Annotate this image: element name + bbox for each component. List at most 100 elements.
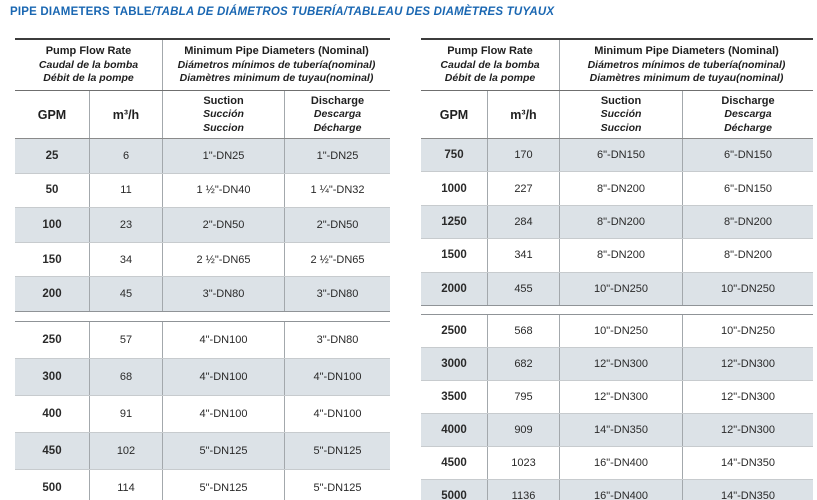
- gpm-value: 25: [15, 139, 90, 173]
- gpm-value: 2500: [421, 314, 488, 347]
- discharge-header-line: Décharge: [724, 121, 772, 134]
- m3h-value: 1023: [488, 446, 560, 479]
- table-row: 100 23 2"-DN50 2"-DN50: [15, 208, 390, 243]
- flow-rate-header-cell: Pump Flow Rate Caudal de la bomba Débit de…: [15, 40, 163, 90]
- gpm-value: 200: [15, 277, 90, 311]
- suction-value: 10"-DN250: [560, 272, 683, 305]
- table-row: 200 45 3"-DN80 3"-DN80: [15, 277, 390, 312]
- suction-value: 2"-DN50: [163, 208, 285, 242]
- discharge-value: 12"-DN300: [720, 423, 776, 436]
- flow-rate-header-line: Pump Flow Rate: [447, 45, 533, 58]
- gpm-value: 5000: [421, 479, 488, 500]
- min-diameters-header-line: Minimum Pipe Diameters (Nominal): [594, 45, 779, 58]
- discharge-value: 1 ¼"-DN32: [310, 184, 365, 197]
- gpm-value: 1000: [421, 172, 488, 205]
- min-diameters-header-line: Diamètres minimum de tuyau(nominal): [589, 72, 784, 85]
- m3h-value: 455: [488, 272, 560, 305]
- discharge-value: 6"-DN150: [724, 182, 772, 195]
- gpm-value: 4000: [421, 413, 488, 446]
- m3h-value: 170: [488, 139, 560, 172]
- suction-value: 4"-DN100: [163, 321, 285, 358]
- table-row: 150 34 2 ½"-DN65 2 ½"-DN65: [15, 242, 390, 278]
- table-row: 1500 341 8"-DN200 8"-DN200: [421, 239, 813, 273]
- m3h-value: 341: [488, 239, 560, 272]
- discharge-value: 5"-DN125: [313, 444, 362, 457]
- section-gap: [421, 305, 813, 315]
- header-row-columns: GPM m³/h Suction Succión Succion Discharge Des…: [15, 91, 390, 139]
- suction-value: 16"-DN400: [560, 446, 683, 479]
- discharge-value: 3"-DN80: [316, 288, 359, 301]
- suction-value: 5"-DN125: [163, 469, 285, 500]
- m3h-value: 6: [90, 139, 163, 173]
- suction-value: 5"-DN125: [163, 432, 285, 469]
- table-row: 1250 284 8"-DN200 8"-DN200: [421, 205, 813, 240]
- suction-value: 10"-DN250: [560, 314, 683, 347]
- discharge-value: 2"-DN50: [316, 218, 359, 231]
- suction-value: 6"-DN150: [560, 139, 683, 172]
- m3h-value: 102: [90, 432, 163, 469]
- header-row-groups: Pump Flow Rate Caudal de la bomba Débit de…: [421, 40, 813, 91]
- gpm-value: 1250: [421, 205, 488, 239]
- discharge-value: 3"-DN80: [316, 333, 359, 346]
- discharge-header-line: Descarga: [313, 108, 362, 120]
- gpm-value: 250: [15, 321, 90, 358]
- suction-column-header: Suction Succión Succion: [560, 91, 683, 138]
- gpm-value: 750: [421, 139, 488, 172]
- gpm-value: 150: [15, 242, 90, 277]
- min-diameters-header-line: Minimum Pipe Diameters (Nominal): [184, 45, 369, 58]
- table-row: 500 114 5"-DN125 5"-DN125: [15, 469, 390, 500]
- discharge-header-line: Décharge: [313, 121, 362, 134]
- gpm-value: 2000: [421, 272, 488, 305]
- discharge-header-line: Discharge: [721, 94, 775, 107]
- suction-column-header: Suction Succión Succion: [163, 91, 285, 138]
- suction-value: 8"-DN200: [560, 239, 683, 272]
- m3h-value: 68: [90, 358, 163, 395]
- gpm-value: 1500: [421, 239, 488, 272]
- m3h-value: 568: [488, 314, 560, 347]
- section-gap: [15, 311, 390, 322]
- m3h-value: 227: [488, 172, 560, 205]
- suction-value: 12"-DN300: [560, 380, 683, 413]
- table-row: 250 57 4"-DN100 3"-DN80: [15, 321, 390, 359]
- discharge-column-header: Discharge Descarga Décharge: [285, 91, 390, 138]
- gpm-value: 400: [15, 395, 90, 432]
- discharge-value: 10"-DN250: [720, 324, 776, 337]
- pipe-table-right: Pump Flow Rate Caudal de la bomba Débit de…: [421, 38, 813, 500]
- discharge-column-header: Discharge Descarga Décharge: [683, 91, 813, 138]
- discharge-value: 8"-DN200: [724, 215, 772, 228]
- m3h-column-header: m³/h: [90, 91, 163, 138]
- pipe-table-left: Pump Flow Rate Caudal de la bomba Débit de…: [15, 38, 390, 500]
- min-diameters-header-line: Diámetros mínimos de tubería(nominal): [587, 58, 786, 71]
- table-row: 3000 682 12"-DN300 12"-DN300: [421, 347, 813, 381]
- m3h-column-header: m³/h: [488, 91, 560, 138]
- suction-value: 3"-DN80: [163, 277, 285, 311]
- suction-value: 8"-DN200: [560, 205, 683, 239]
- title-translations: /TABLA DE DIÁMETROS TUBERÍA/TABLEAU DES …: [151, 6, 555, 18]
- title-main: PIPE DIAMETERS TABLE: [10, 6, 152, 18]
- page-title: PIPE DIAMETERS TABLE/TABLA DE DIÁMETROS …: [10, 6, 554, 18]
- m3h-value: 114: [90, 469, 163, 500]
- discharge-value: 4"-DN100: [313, 407, 362, 420]
- m3h-value: 11: [90, 173, 163, 208]
- gpm-value: 300: [15, 358, 90, 395]
- suction-value: 8"-DN200: [560, 172, 683, 205]
- table-row: 3500 795 12"-DN300 12"-DN300: [421, 380, 813, 414]
- flow-rate-header-line: Débit de la pompe: [444, 72, 536, 85]
- discharge-value: 10"-DN250: [720, 282, 776, 295]
- min-diameters-header-cell: Minimum Pipe Diameters (Nominal) Diámetro…: [163, 40, 390, 90]
- suction-value: 4"-DN100: [163, 358, 285, 395]
- m3h-value: 23: [90, 208, 163, 242]
- table-row: 2000 455 10"-DN250 10"-DN250: [421, 272, 813, 306]
- suction-value: 1 ½"-DN40: [163, 173, 285, 208]
- min-diameters-header-line: Diámetros mínimos de tubería(nominal): [177, 58, 376, 71]
- discharge-value: 4"-DN100: [313, 370, 362, 383]
- m3h-value: 91: [90, 395, 163, 432]
- table-row: 4000 909 14"-DN350 12"-DN300: [421, 413, 813, 447]
- discharge-value: 8"-DN200: [724, 249, 772, 262]
- flow-rate-header-cell: Pump Flow Rate Caudal de la bomba Débit de…: [421, 40, 560, 90]
- suction-header-line: Suction: [600, 94, 642, 107]
- header-row-columns: GPM m³/h Suction Succión Succion Discharge Des…: [421, 91, 813, 139]
- table-row: 2500 568 10"-DN250 10"-DN250: [421, 314, 813, 348]
- table-row: 4500 1023 16"-DN400 14"-DN350: [421, 446, 813, 480]
- gpm-value: 3000: [421, 347, 488, 380]
